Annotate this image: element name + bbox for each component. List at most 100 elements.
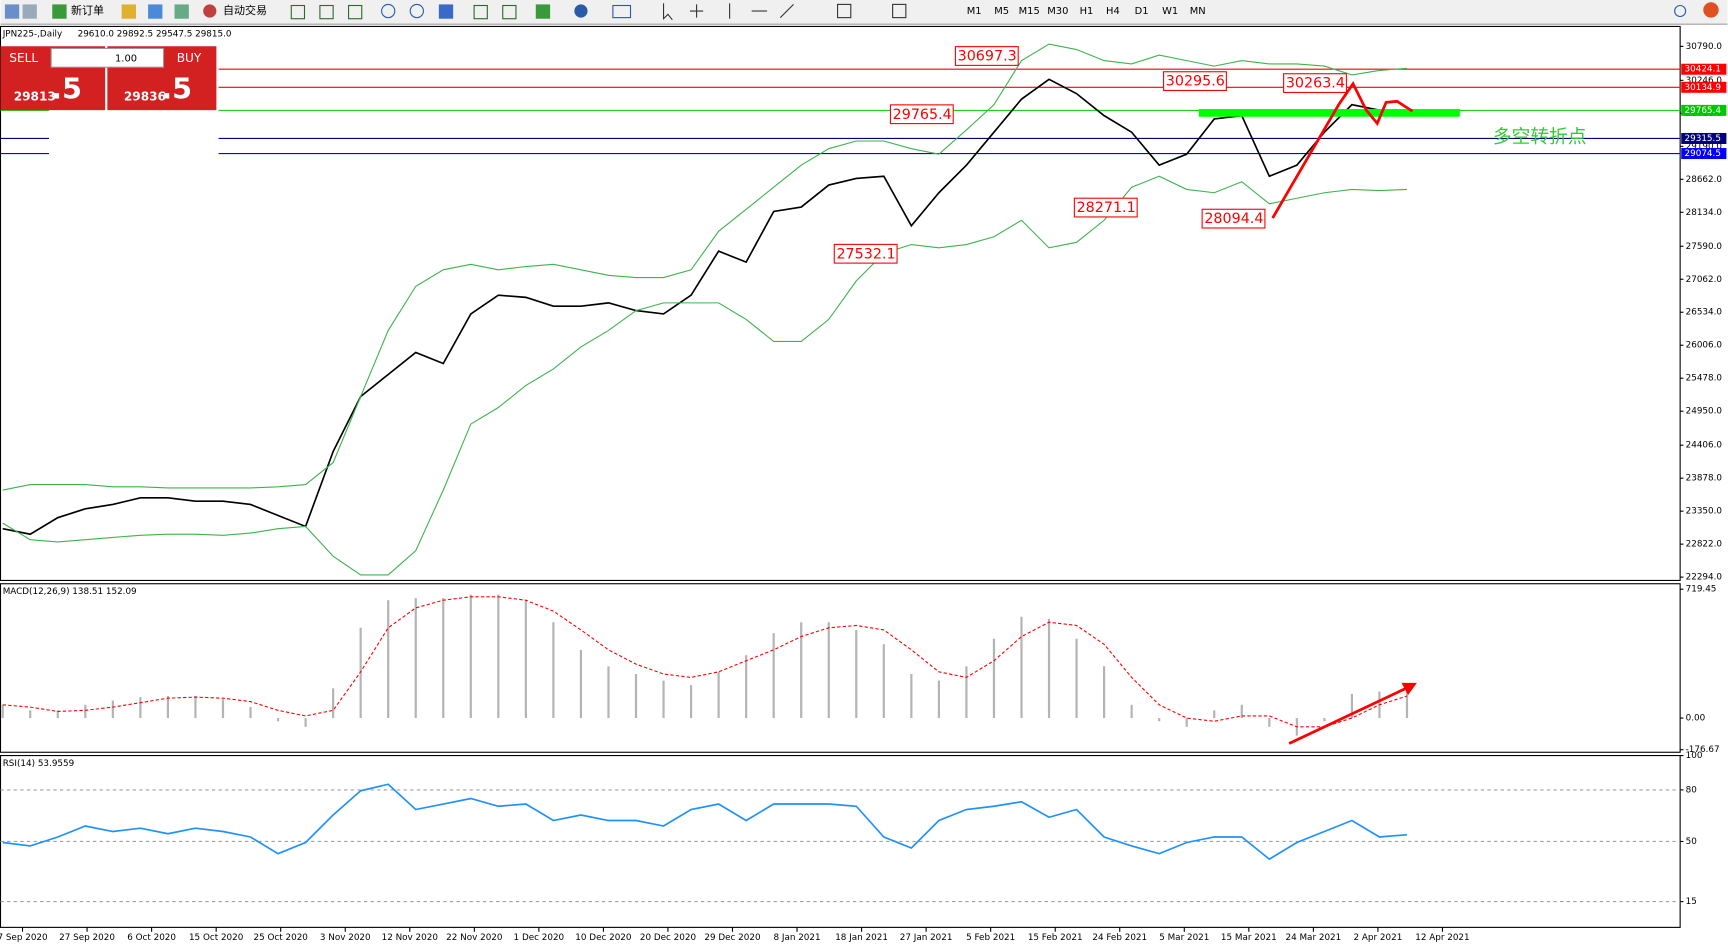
y-tick-label: 29190.0 <box>1686 142 1723 152</box>
crosshair-tool[interactable] <box>689 4 704 18</box>
one-click-trade-panel: SELL 1.00 BUY 29813 .5 29836 .5 <box>0 46 217 111</box>
x-tick-label: 18 Jan 2021 <box>835 933 888 943</box>
y-tick-label: 24950.0 <box>1686 407 1723 417</box>
icon[interactable] <box>22 4 37 19</box>
timeframe-button[interactable]: H4 <box>1106 6 1120 17</box>
icon[interactable] <box>438 4 454 19</box>
icon[interactable] <box>121 4 136 19</box>
y-tick-label: -176.67 <box>1686 745 1720 755</box>
price-annotation-box <box>1201 208 1266 229</box>
x-tick-label: 8 Jan 2021 <box>773 933 820 943</box>
toolbar: 新订单 自动交易 M1 M5 M15 M30 H1 H4 D1 W1 MN <box>0 0 1728 25</box>
timeframe-button[interactable]: W1 <box>1162 6 1178 17</box>
price-annotation: 30263.4 <box>1286 76 1345 92</box>
auto-trade-icon[interactable] <box>203 4 217 18</box>
tool-icons <box>290 3 907 21</box>
level-price-box <box>1681 104 1727 116</box>
x-tick-label: 15 Mar 2021 <box>1221 933 1277 943</box>
x-tick-label: 24 Feb 2021 <box>1092 933 1147 943</box>
x-tick-label: 1 Dec 2020 <box>514 933 565 943</box>
pivot-note: 多空转折点 <box>1493 127 1587 148</box>
buy-price: 29836 <box>124 89 166 103</box>
icon[interactable] <box>502 4 517 20</box>
sell-price-fraction: .5 <box>51 71 82 105</box>
x-tick-label: 5 Mar 2021 <box>1159 933 1209 943</box>
icon[interactable] <box>535 4 551 19</box>
timeframe-button[interactable]: M15 <box>1019 6 1040 17</box>
price-annotation-box <box>833 243 898 264</box>
level-price-box <box>1681 132 1727 144</box>
indicator-title: MACD(12,26,9) 138.51 152.09 <box>3 587 137 597</box>
icon[interactable] <box>612 4 632 19</box>
x-tick-label: 7 Sep 2020 <box>0 933 48 943</box>
cursor-tool[interactable] <box>662 3 673 21</box>
level-price-label: 29315.5 <box>1685 134 1721 144</box>
pivot-zone-bar <box>1198 109 1460 117</box>
timeframes: M1 M5 M15 M30 H1 H4 D1 W1 MN <box>967 6 1206 17</box>
price-annotation: 27532.1 <box>836 246 895 262</box>
notification-badge[interactable] <box>1703 2 1719 18</box>
toolbar-bg <box>0 0 1728 25</box>
buy-button[interactable]: BUY <box>177 51 202 65</box>
macd-arrowhead <box>1401 682 1417 695</box>
x-tick-label: 12 Nov 2020 <box>382 933 439 943</box>
price-annotation-box <box>954 46 1019 66</box>
icon[interactable] <box>892 3 907 19</box>
search-icon[interactable] <box>1674 4 1687 18</box>
x-tick-label: 27 Jan 2021 <box>900 933 953 943</box>
trendline-tool[interactable] <box>779 4 794 19</box>
icon[interactable] <box>174 4 189 19</box>
zoom-out[interactable] <box>409 3 424 19</box>
icon[interactable] <box>4 4 20 19</box>
x-tick-label: 3 Nov 2020 <box>320 933 371 943</box>
macd-pane <box>0 583 1681 753</box>
zoom-in[interactable] <box>381 3 396 19</box>
y-tick-label: 30790.0 <box>1686 42 1723 52</box>
icon[interactable] <box>837 3 852 19</box>
x-tick-label: 10 Dec 2020 <box>575 933 632 943</box>
timeframe-button[interactable]: M5 <box>994 6 1009 17</box>
y-tick-label: 24406.0 <box>1686 441 1723 451</box>
icon[interactable] <box>473 4 488 20</box>
level-price-box <box>1681 148 1727 160</box>
price-annotation: 30295.6 <box>1166 74 1225 90</box>
y-tick-label: 27590.0 <box>1686 242 1723 252</box>
timeframe-button[interactable]: D1 <box>1135 6 1149 17</box>
icon[interactable] <box>148 4 163 19</box>
y-tick-label: 719.45 <box>1686 585 1717 595</box>
sell-price: 29813 <box>14 89 56 103</box>
y-tick-label: 22822.0 <box>1686 540 1723 550</box>
icon[interactable] <box>319 4 334 20</box>
buy-price-fraction: .5 <box>161 71 192 105</box>
timeframe-button[interactable]: M30 <box>1047 6 1068 17</box>
icon[interactable] <box>574 4 588 18</box>
y-tick-label: 0.00 <box>1686 714 1706 724</box>
level-price-box <box>1681 63 1727 75</box>
x-tick-label: 15 Oct 2020 <box>189 933 244 943</box>
y-tick-label: 15 <box>1686 897 1697 907</box>
timeframe-button[interactable]: MN <box>1190 6 1206 17</box>
timeframe-button[interactable]: M1 <box>967 6 982 17</box>
icon[interactable] <box>290 4 306 20</box>
trend-arrow <box>1271 80 1414 219</box>
auto-trade-button[interactable]: 自动交易 <box>223 3 267 17</box>
level-price-box <box>1681 81 1727 93</box>
x-tick-label: 24 Mar 2021 <box>1285 933 1341 943</box>
sell-button[interactable]: SELL <box>9 51 38 65</box>
y-tick-label: 23878.0 <box>1686 474 1723 484</box>
y-tick-label: 28134.0 <box>1686 208 1723 218</box>
y-tick-label: 26006.0 <box>1686 341 1723 351</box>
icon[interactable] <box>347 4 363 20</box>
y-tick-label: 23350.0 <box>1686 507 1723 517</box>
new-order-icon[interactable] <box>52 4 67 19</box>
lot-field[interactable] <box>50 47 165 68</box>
timeframe-button[interactable]: H1 <box>1080 6 1094 17</box>
new-order-button[interactable]: 新订单 <box>71 3 104 17</box>
lot-value[interactable]: 1.00 <box>115 53 137 64</box>
x-tick-label: 6 Oct 2020 <box>127 933 176 943</box>
ohlc-label: 29610.0 29892.5 29547.5 29815.0 <box>78 30 232 40</box>
y-tick-label: 100 <box>1686 751 1703 761</box>
macd-arrow <box>1288 687 1407 745</box>
x-tick-label: 22 Nov 2020 <box>446 933 503 943</box>
